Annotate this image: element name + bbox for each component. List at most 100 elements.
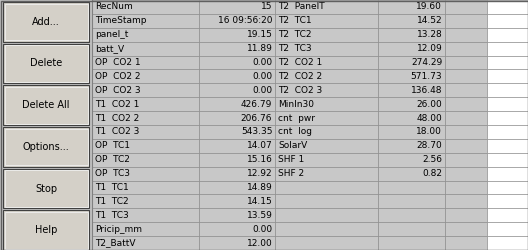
Bar (92, 167, 199, 180)
Bar (5, 45, 88, 82)
Text: T2  TC2: T2 TC2 (278, 30, 312, 39)
Text: 15: 15 (261, 2, 272, 12)
Bar (92, 208, 199, 222)
Text: 14.15: 14.15 (247, 197, 272, 206)
Text: T1  CO2 1: T1 CO2 1 (96, 100, 140, 109)
Bar (92, 97, 199, 111)
Bar (276, 125, 378, 139)
Text: 15.16: 15.16 (247, 155, 272, 164)
Bar (445, 180, 487, 194)
Bar (378, 97, 445, 111)
Text: T2  TC3: T2 TC3 (278, 44, 312, 53)
Bar (5, 87, 88, 124)
Text: OP  TC2: OP TC2 (96, 155, 130, 164)
Bar (4, 86, 90, 126)
Text: MinIn30: MinIn30 (278, 100, 314, 109)
Text: batt_V: batt_V (96, 44, 125, 53)
Bar (4, 45, 90, 84)
Bar (199, 139, 276, 153)
Text: Delete: Delete (30, 58, 62, 68)
Bar (445, 194, 487, 208)
Bar (445, 139, 487, 153)
Text: 14.07: 14.07 (247, 141, 272, 150)
Bar (199, 153, 276, 167)
Bar (3, 210, 89, 250)
Bar (199, 222, 276, 236)
Text: 26.00: 26.00 (417, 100, 442, 109)
Text: RecNum: RecNum (96, 2, 133, 12)
Bar (378, 125, 445, 139)
Bar (276, 70, 378, 83)
Bar (445, 167, 487, 180)
Bar (445, 56, 487, 70)
Text: 13.28: 13.28 (417, 30, 442, 39)
Text: 14.89: 14.89 (247, 183, 272, 192)
Bar (4, 170, 90, 209)
Bar (199, 83, 276, 97)
Bar (487, 42, 528, 56)
Bar (92, 180, 199, 194)
Text: OP  CO2 3: OP CO2 3 (96, 86, 141, 95)
Bar (92, 236, 199, 250)
Bar (445, 125, 487, 139)
Bar (0, 0, 92, 250)
Text: 16 09:56:20: 16 09:56:20 (218, 16, 272, 25)
Text: 136.48: 136.48 (411, 86, 442, 95)
Text: 543.35: 543.35 (241, 128, 272, 136)
Text: T1  TC3: T1 TC3 (96, 211, 129, 220)
Text: T1  CO2 3: T1 CO2 3 (96, 128, 140, 136)
Bar (378, 28, 445, 42)
Text: TimeStamp: TimeStamp (96, 16, 147, 25)
Bar (378, 180, 445, 194)
Bar (199, 194, 276, 208)
Text: 0.82: 0.82 (422, 169, 442, 178)
Bar (487, 83, 528, 97)
Bar (487, 0, 528, 14)
Bar (92, 0, 199, 14)
Bar (199, 236, 276, 250)
Text: 11.89: 11.89 (247, 44, 272, 53)
Text: T2  TC1: T2 TC1 (278, 16, 312, 25)
Text: 0.00: 0.00 (252, 58, 272, 67)
Text: OP  TC1: OP TC1 (96, 141, 130, 150)
Bar (487, 97, 528, 111)
Text: 12.09: 12.09 (417, 44, 442, 53)
Text: 12.00: 12.00 (247, 238, 272, 248)
Bar (199, 70, 276, 83)
Bar (92, 111, 199, 125)
Bar (378, 208, 445, 222)
Bar (199, 97, 276, 111)
Text: T2_BattV: T2_BattV (96, 238, 136, 248)
Text: Help: Help (35, 225, 58, 235)
Bar (199, 167, 276, 180)
Text: 28.70: 28.70 (417, 141, 442, 150)
Bar (378, 153, 445, 167)
Text: 12.92: 12.92 (247, 169, 272, 178)
Bar (487, 208, 528, 222)
Bar (378, 70, 445, 83)
Bar (378, 14, 445, 28)
Bar (445, 28, 487, 42)
Bar (487, 222, 528, 236)
Bar (378, 222, 445, 236)
Text: T2  PanelT: T2 PanelT (278, 2, 325, 12)
Bar (4, 3, 90, 43)
Bar (445, 14, 487, 28)
Bar (4, 128, 90, 168)
Bar (92, 42, 199, 56)
Bar (378, 139, 445, 153)
Bar (276, 83, 378, 97)
Bar (276, 222, 378, 236)
Bar (276, 97, 378, 111)
Text: 0.00: 0.00 (252, 86, 272, 95)
Bar (3, 85, 89, 125)
Bar (487, 139, 528, 153)
Text: T2  CO2 2: T2 CO2 2 (278, 72, 323, 81)
Bar (92, 139, 199, 153)
Bar (92, 194, 199, 208)
Bar (487, 125, 528, 139)
Bar (5, 170, 88, 207)
Bar (276, 180, 378, 194)
Text: 19.60: 19.60 (417, 2, 442, 12)
Text: OP  TC3: OP TC3 (96, 169, 130, 178)
